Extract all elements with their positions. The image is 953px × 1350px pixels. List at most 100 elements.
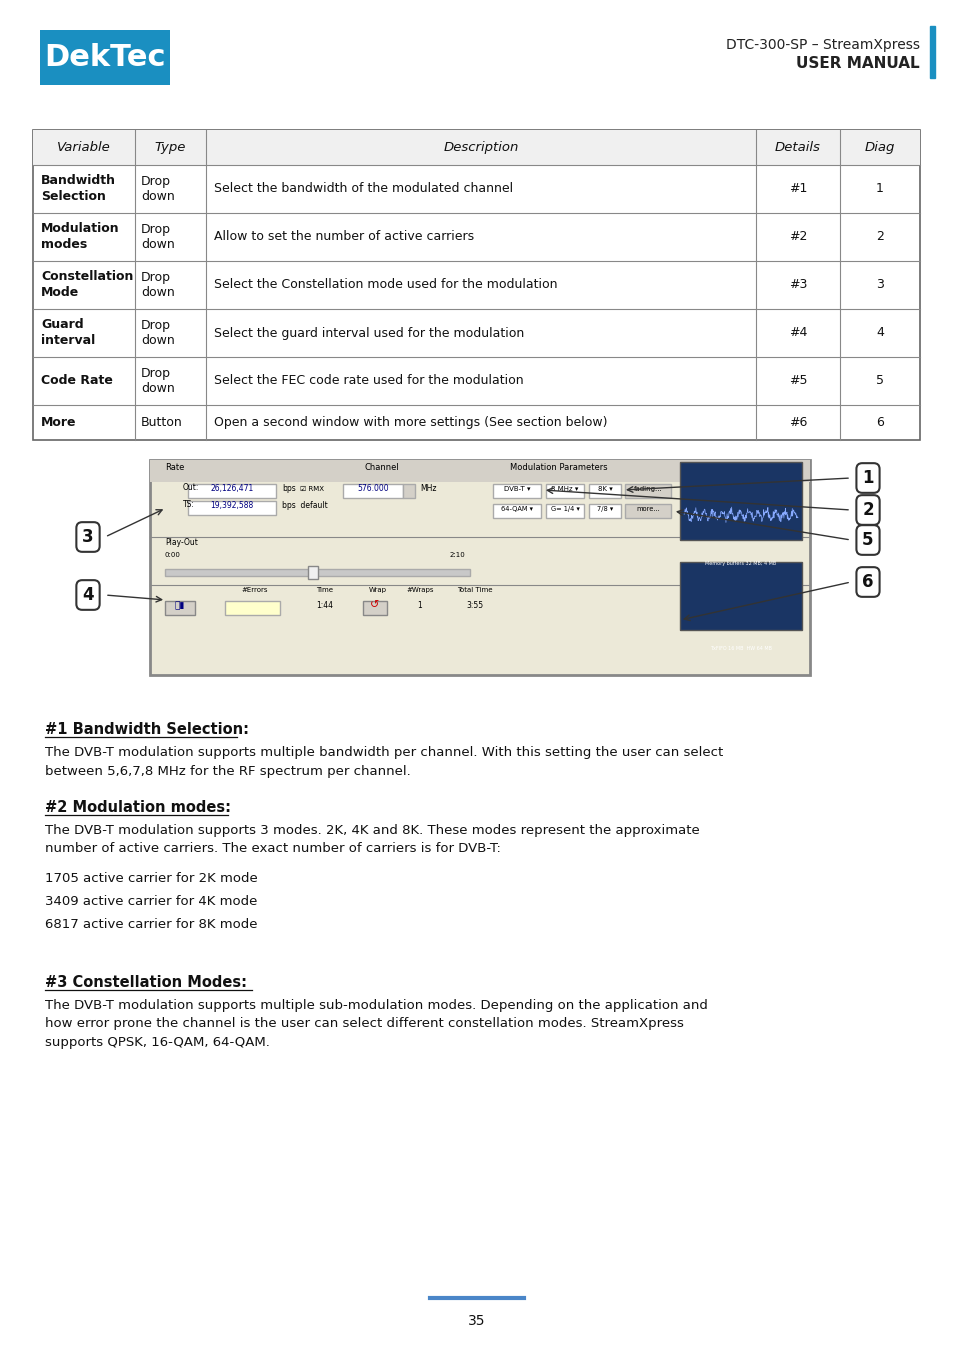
Text: Select the guard interval used for the modulation: Select the guard interval used for the m… <box>213 327 523 339</box>
Text: 0:00: 0:00 <box>165 552 181 558</box>
Text: Memory buffers 32 MB; 4 MB: Memory buffers 32 MB; 4 MB <box>704 562 776 566</box>
Text: The DVB-T modulation supports 3 modes. 2K, 4K and 8K. These modes represent the : The DVB-T modulation supports 3 modes. 2… <box>45 824 699 856</box>
Text: 7/8 ▾: 7/8 ▾ <box>597 506 613 512</box>
Text: Wrap: Wrap <box>369 587 387 593</box>
Text: Modulation Parameters: Modulation Parameters <box>510 463 607 472</box>
Text: TS:: TS: <box>183 500 194 509</box>
Text: #2 Modulation modes:: #2 Modulation modes: <box>45 801 231 815</box>
Text: The DVB-T modulation supports multiple bandwidth per channel. With this setting : The DVB-T modulation supports multiple b… <box>45 747 722 778</box>
Text: Channel: Channel <box>365 463 399 472</box>
Text: #2: #2 <box>788 231 806 243</box>
Text: Select the bandwidth of the modulated channel: Select the bandwidth of the modulated ch… <box>213 182 513 196</box>
Text: Select the Constellation mode used for the modulation: Select the Constellation mode used for t… <box>213 278 557 292</box>
Text: Drop
down: Drop down <box>141 174 174 204</box>
Text: 2:10: 2:10 <box>450 552 465 558</box>
Text: 3409 active carrier for 4K mode: 3409 active carrier for 4K mode <box>45 895 257 909</box>
Bar <box>493 504 540 518</box>
Text: 26,126,471: 26,126,471 <box>211 485 253 493</box>
Bar <box>150 460 809 482</box>
Text: Play-Out: Play-Out <box>165 539 197 547</box>
Bar <box>33 130 919 440</box>
Bar <box>545 504 583 518</box>
Text: 3: 3 <box>82 528 93 545</box>
Bar <box>624 504 670 518</box>
Text: DTC-300-SP – StreamXpress: DTC-300-SP – StreamXpress <box>725 38 919 53</box>
Text: #3 Constellation Modes:: #3 Constellation Modes: <box>45 975 247 990</box>
Text: Type: Type <box>154 140 186 154</box>
Text: 64-QAM ▾: 64-QAM ▾ <box>500 506 533 512</box>
Bar <box>343 485 402 498</box>
Bar <box>150 460 809 675</box>
Bar <box>588 504 620 518</box>
Text: Variable: Variable <box>57 140 111 154</box>
Text: 1: 1 <box>862 468 873 487</box>
Text: 3: 3 <box>875 278 883 292</box>
Bar <box>165 568 470 576</box>
Bar <box>679 462 801 540</box>
Text: Drop
down: Drop down <box>141 223 174 251</box>
Text: 1: 1 <box>417 601 422 610</box>
Text: #1: #1 <box>788 182 806 196</box>
Text: #1 Bandwidth Selection:: #1 Bandwidth Selection: <box>45 722 249 737</box>
Text: Bandwidth
Selection: Bandwidth Selection <box>41 174 116 204</box>
Bar <box>545 485 583 498</box>
Text: Drop
down: Drop down <box>141 319 174 347</box>
Text: Drop
down: Drop down <box>141 366 174 396</box>
Text: Total Time: Total Time <box>456 587 493 593</box>
Text: 5: 5 <box>875 374 883 387</box>
Text: G= 1/4 ▾: G= 1/4 ▾ <box>550 506 578 512</box>
Text: 3:55: 3:55 <box>466 601 483 610</box>
Bar <box>929 26 934 78</box>
Text: 576.000: 576.000 <box>356 485 389 493</box>
Text: 6817 active carrier for 8K mode: 6817 active carrier for 8K mode <box>45 918 257 932</box>
Text: 6: 6 <box>862 572 873 591</box>
Text: 8K ▾: 8K ▾ <box>597 486 612 491</box>
Text: 1705 active carrier for 2K mode: 1705 active carrier for 2K mode <box>45 872 257 886</box>
Bar <box>225 601 280 616</box>
Text: Allow to set the number of active carriers: Allow to set the number of active carrie… <box>213 231 474 243</box>
Bar <box>33 130 919 165</box>
Text: Button: Button <box>141 416 183 429</box>
Text: bps  default: bps default <box>282 501 328 510</box>
Text: ⏸▮: ⏸▮ <box>174 601 185 610</box>
Text: Details: Details <box>774 140 821 154</box>
Text: MHz: MHz <box>419 485 436 493</box>
Text: 8 MHz ▾: 8 MHz ▾ <box>551 486 578 491</box>
Text: 4: 4 <box>82 586 93 603</box>
Text: 6: 6 <box>875 416 883 429</box>
Text: Diag: Diag <box>864 140 894 154</box>
Bar <box>679 562 801 630</box>
Text: bps: bps <box>282 485 295 493</box>
Text: 1: 1 <box>875 182 883 196</box>
Bar <box>402 485 415 498</box>
Text: Select the FEC code rate used for the modulation: Select the FEC code rate used for the mo… <box>213 374 523 387</box>
Bar <box>188 501 275 514</box>
Text: #3: #3 <box>788 278 806 292</box>
Text: more...: more... <box>636 506 659 512</box>
Text: Code Rate: Code Rate <box>41 374 112 387</box>
Text: Drop
down: Drop down <box>141 270 174 300</box>
Text: #4: #4 <box>788 327 806 339</box>
Text: Open a second window with more settings (See section below): Open a second window with more settings … <box>213 416 607 429</box>
Text: #6: #6 <box>788 416 806 429</box>
Text: USER MANUAL: USER MANUAL <box>796 55 919 72</box>
Text: DVB-T ▾: DVB-T ▾ <box>503 486 530 491</box>
Bar <box>165 601 194 616</box>
Text: Modulation
modes: Modulation modes <box>41 223 119 251</box>
Text: The DVB-T modulation supports multiple sub-modulation modes. Depending on the ap: The DVB-T modulation supports multiple s… <box>45 999 707 1049</box>
Text: ☑ RMX: ☑ RMX <box>299 486 324 491</box>
Text: TxFIFO 16 MB  HW 64 MB: TxFIFO 16 MB HW 64 MB <box>709 647 771 651</box>
Bar <box>188 485 275 498</box>
Text: Guard
interval: Guard interval <box>41 319 95 347</box>
Bar <box>588 485 620 498</box>
Text: More: More <box>41 416 76 429</box>
Text: DekTec: DekTec <box>44 43 166 72</box>
Text: #5: #5 <box>788 374 806 387</box>
Text: 4: 4 <box>875 327 883 339</box>
Text: #Wraps: #Wraps <box>406 587 434 593</box>
Text: 35: 35 <box>468 1314 485 1328</box>
Text: fading...: fading... <box>633 486 661 491</box>
Bar <box>363 601 387 616</box>
Text: #Errors: #Errors <box>241 587 268 593</box>
Text: Time: Time <box>316 587 334 593</box>
